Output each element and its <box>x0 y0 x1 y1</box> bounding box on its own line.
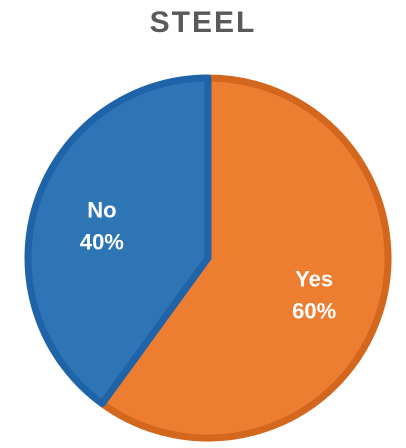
chart-title: STEEL <box>149 6 257 39</box>
slice-category-label: No <box>87 198 116 223</box>
pie-labels: Yes 60% No 40% <box>80 198 336 324</box>
slice-value-label: 60% <box>292 298 336 323</box>
pie-slices <box>24 74 392 442</box>
pie-slice-no <box>24 74 212 408</box>
pie-slice-yes <box>98 74 392 442</box>
slice-category-label: Yes <box>295 266 333 291</box>
slice-value-label: 40% <box>80 230 124 255</box>
